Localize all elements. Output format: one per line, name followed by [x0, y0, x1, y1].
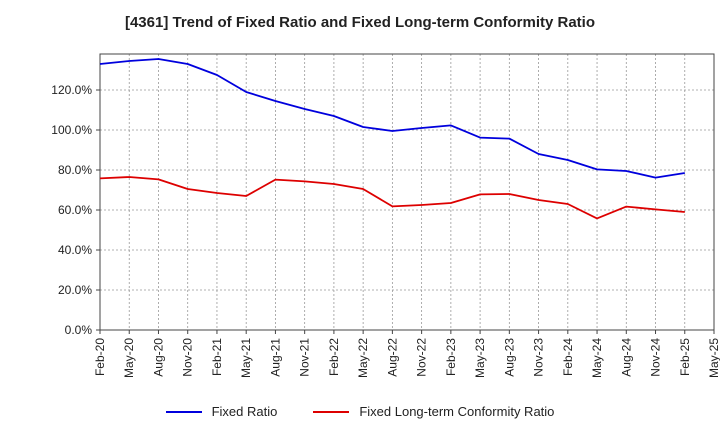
x-tick-label: Nov-24: [649, 338, 663, 377]
y-tick-label: 20.0%: [58, 283, 92, 297]
legend-swatch-fixed-long-term: [313, 410, 350, 413]
x-tick-label: Aug-24: [619, 338, 633, 377]
x-tick-label: May-21: [239, 338, 253, 378]
y-tick-label: 40.0%: [58, 243, 92, 257]
series-line-fixed-ratio: [99, 58, 685, 179]
x-tick-label: Aug-20: [151, 338, 165, 377]
x-tick-label: May-20: [122, 338, 136, 378]
x-tick-label: Aug-21: [268, 338, 282, 377]
x-tick-label: Feb-23: [444, 338, 458, 376]
plot-frame: [99, 53, 715, 331]
x-tick-label: Feb-25: [678, 338, 692, 376]
x-tick-label: May-24: [590, 338, 604, 378]
legend-swatch-fixed-ratio: [165, 410, 202, 413]
series-lines: [99, 58, 685, 220]
y-tick-label: 60.0%: [58, 203, 92, 217]
x-tick-label: Nov-23: [532, 338, 546, 377]
series-line-fixed-long-term-conformity-ratio: [99, 176, 685, 220]
legend: Fixed Ratio Fixed Long-term Conformity R…: [0, 404, 720, 419]
x-tick-label: Feb-22: [327, 338, 341, 376]
x-tick-label: Aug-23: [502, 338, 516, 377]
x-tick-label: May-23: [473, 338, 487, 378]
legend-item-fixed-long-term: Fixed Long-term Conformity Ratio: [313, 404, 554, 419]
x-tick-label: Feb-20: [93, 338, 107, 376]
x-tick-label: Nov-21: [298, 338, 312, 377]
x-tick-label: Nov-22: [415, 338, 429, 377]
y-tick-label: 120.0%: [51, 83, 92, 97]
x-tick-label: Feb-24: [561, 338, 575, 376]
y-tick-labels: 0.0% 20.0% 40.0% 60.0% 80.0% 100.0% 120.0%: [51, 83, 92, 337]
y-tick-label: 80.0%: [58, 163, 92, 177]
legend-label-fixed-ratio: Fixed Ratio: [211, 404, 278, 419]
x-tick-label: Aug-22: [385, 338, 399, 377]
y-tick-label: 100.0%: [51, 123, 92, 137]
x-tick-label: May-22: [356, 338, 370, 378]
axes: [96, 53, 715, 334]
grid-lines: [100, 54, 714, 330]
x-tick-labels: Feb-20 May-20 Aug-20 Nov-20 Feb-21 May-21 Aug-…: [93, 338, 720, 378]
y-tick-label: 0.0%: [65, 323, 93, 337]
chart-title: [4361] Trend of Fixed Ratio and Fixed Lo…: [124, 14, 596, 31]
legend-label-fixed-long-term: Fixed Long-term Conformity Ratio: [359, 404, 555, 419]
x-tick-label: Feb-21: [210, 338, 224, 376]
legend-item-fixed-ratio: Fixed Ratio: [165, 404, 278, 419]
x-tick-label: May-25: [707, 338, 720, 378]
x-tick-label: Nov-20: [181, 338, 195, 377]
